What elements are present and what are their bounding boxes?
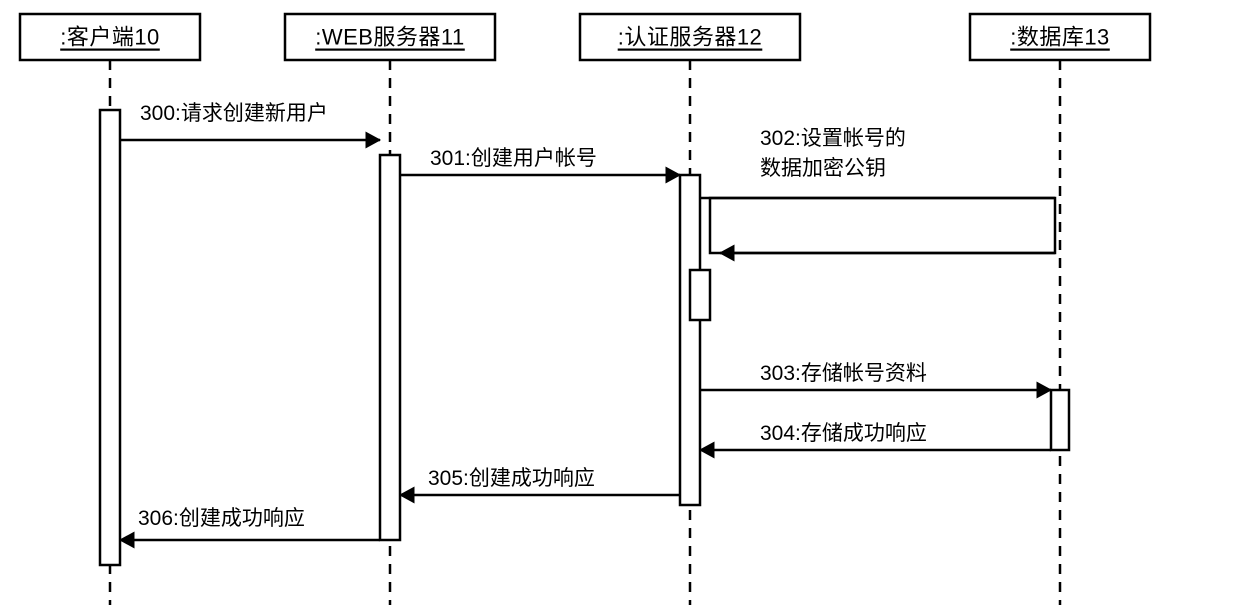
activation-auth-self — [690, 270, 710, 320]
message-label-m305: 305:创建成功响应 — [428, 467, 595, 490]
arrow-head — [666, 167, 680, 182]
self-call-box — [710, 198, 1055, 253]
participant-label-auth: :认证服务器12 — [618, 25, 763, 50]
message-label-m306: 306:创建成功响应 — [138, 507, 305, 530]
message-label-m303: 303:存储帐号资料 — [760, 362, 927, 385]
sequence-diagram: :客户端10 :WEB服务器11 :认证服务器12 :数据库13 300:请求创建新用… — [0, 0, 1240, 605]
message-label-m301: 301:创建用户帐号 — [430, 147, 597, 170]
message-label-m300: 300:请求创建新用户 — [140, 102, 328, 125]
participant-label-web: :WEB服务器11 — [315, 25, 465, 50]
arrow-head — [120, 532, 134, 547]
participant-label-db: :数据库13 — [1010, 25, 1110, 50]
activation-web — [380, 155, 400, 540]
activation-client — [100, 110, 120, 565]
arrow-head — [700, 442, 714, 457]
activation-auth — [680, 175, 700, 505]
message-label-m302a: 302:设置帐号的 — [760, 127, 906, 150]
arrow-head — [366, 132, 380, 147]
activation-db — [1051, 390, 1069, 450]
message-label-m304: 304:存储成功响应 — [760, 422, 927, 445]
participant-label-client: :客户端10 — [60, 25, 160, 50]
message-label-m302b: 数据加密公钥 — [760, 157, 886, 180]
arrow-head — [1037, 382, 1051, 397]
arrow-head — [400, 487, 414, 502]
